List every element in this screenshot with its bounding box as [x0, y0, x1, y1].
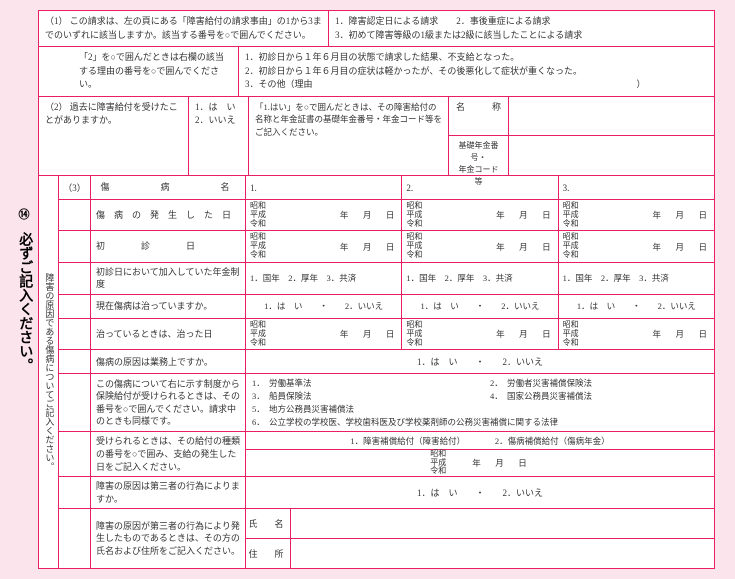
- r2-opt2: 2．初診日から１年６月目の症状は軽かったが、その後悪化して症状が重くなった。: [245, 65, 708, 79]
- tp-name-input[interactable]: [291, 509, 714, 538]
- q2-question: （2） 過去に障害給付を受けたことがありますか。: [39, 97, 189, 176]
- q2-name-block: 名 称 基礎年金番号・ 年金コード等: [449, 97, 714, 176]
- first-visit-row: 初 診 日 昭和 平成 令和年 月 日 昭和 平成 令和年 月 日 昭和 平成 …: [59, 231, 714, 262]
- third-party-answer[interactable]: 1．は い ・ 2．いいえ: [246, 477, 714, 508]
- q1-opt-line1: 1．障害認定日による請求 2．事後重症による請求: [335, 15, 708, 29]
- form-page: ⑭ 必ずご記入ください。 （1） この請求は、左の頁にある「障害給付の請求事由」…: [0, 0, 735, 579]
- q3-table: （3） 傷 病 名 1. 2. 3. 傷 病 の 発 生 し た 日: [59, 176, 714, 568]
- receive-date[interactable]: 昭和 平成 令和年 月 日: [246, 450, 714, 476]
- col-head-3[interactable]: 3.: [559, 176, 714, 199]
- ins-opt1: 1． 労働基準法: [252, 377, 470, 390]
- en-col2[interactable]: 1．国年 2．厚年 3．共済: [402, 263, 558, 294]
- q3-number: （3）: [59, 176, 91, 199]
- cured-date-row: 治っているときは、治った日 昭和 平成 令和年 月 日 昭和 平成 令和年 月 …: [59, 319, 714, 350]
- cured-q-label: 現在傷病は治っていますか。: [91, 295, 246, 318]
- section-number: ⑭: [19, 207, 30, 225]
- r2-label: 「2」を○で囲んだときは右欄の該当する理由の番号を○で囲んでください。: [39, 47, 239, 96]
- ins-opt4: 4． 国家公務員災害補償法: [490, 390, 708, 403]
- ins-opt5: 5． 地方公務員災害補償法: [252, 403, 470, 416]
- work-related-label: 傷病の原因は業務上ですか。: [91, 350, 246, 373]
- third-party-label: 障害の原因は第三者の行為によりますか。: [91, 477, 246, 508]
- form-area: （1） この請求は、左の頁にある「障害給付の請求事由」の1から3までのいずれに該…: [38, 10, 715, 569]
- insurance-label: この傷病について右に示す制度から保険給付が受けられるときは、その番号を○で囲んで…: [91, 374, 246, 431]
- q1-number: （1）: [45, 16, 68, 26]
- fv-col3[interactable]: 昭和 平成 令和年 月 日: [559, 231, 714, 261]
- third-party-detail-label: 障害の原因が第三者の行為により発生したものであるときは、その方の氏名および住所を…: [91, 509, 246, 568]
- q2-name-label: 名 称: [449, 97, 509, 135]
- disease-name-row: （3） 傷 病 名 1. 2. 3.: [59, 176, 714, 200]
- cq-col3[interactable]: 1．は い ・ 2．いいえ: [559, 295, 714, 318]
- q2-row: （2） 過去に障害給付を受けたことがありますか。 1．は い 2．いいえ 「1.…: [39, 97, 714, 177]
- q1-options[interactable]: 1．障害認定日による請求 2．事後重症による請求 3．初めて障害等級の1級または…: [329, 11, 714, 46]
- disease-name-label: 傷 病 名: [91, 176, 246, 199]
- tp-name-label: 氏 名: [246, 509, 291, 538]
- q2-opt2: 2．いいえ: [195, 114, 242, 128]
- work-related-answer[interactable]: 1．は い ・ 2．いいえ: [246, 350, 714, 373]
- q2-opt1: 1．は い: [195, 101, 242, 115]
- ins-opt6: 6． 公立学校の学校医、学校歯科医及び学校薬剤師の公務災害補償に関する法律: [252, 416, 708, 429]
- insurance-options[interactable]: 1． 労働基準法 3． 船員保険法 5． 地方公務員災害補償法 2． 労働者災害…: [246, 374, 714, 431]
- en-col1[interactable]: 1．国年 2．厚年 3．共済: [246, 263, 402, 294]
- r2-opt3: 3．その他（理由 ）: [245, 78, 708, 92]
- q2-instruction: 「1.はい」を○で囲んだときは、その障害給付の名称と年金証書の基礎年金番号・年金…: [249, 97, 449, 176]
- q2-code-label: 基礎年金番号・ 年金コード等: [449, 136, 509, 175]
- tp-addr-input[interactable]: [291, 539, 714, 568]
- enrolled-row: 初診日において加入していた年金制度 1．国年 2．厚年 3．共済 1．国年 2．…: [59, 263, 714, 295]
- r2-opt1: 1．初診日から１年６月目の状態で請求した結果、不支給となった。: [245, 51, 708, 65]
- ins-opt3: 3． 船員保険法: [252, 390, 470, 403]
- r2-options[interactable]: 1．初診日から１年６月目の状態で請求した結果、不支給となった。 2．初診日から１…: [239, 47, 714, 96]
- onset-col1[interactable]: 昭和 平成 令和年 月 日: [246, 200, 402, 230]
- fv-col1[interactable]: 昭和 平成 令和年 月 日: [246, 231, 402, 261]
- section-title-vertical: 必ずご記入ください。: [13, 232, 35, 372]
- q2-number: （2）: [45, 102, 68, 112]
- cured-q-row: 現在傷病は治っていますか。 1．は い ・ 2．いいえ 1．は い ・ 2．いい…: [59, 295, 714, 319]
- col-head-2[interactable]: 2.: [402, 176, 558, 199]
- onset-label: 傷 病 の 発 生 し た 日: [91, 200, 246, 230]
- fv-col2[interactable]: 昭和 平成 令和年 月 日: [402, 231, 558, 261]
- q2-options[interactable]: 1．は い 2．いいえ: [189, 97, 249, 176]
- cd-col1[interactable]: 昭和 平成 令和年 月 日: [246, 319, 402, 349]
- cured-date-label: 治っているときは、治った日: [91, 319, 246, 349]
- q3-side-label: 障害の原因である傷病についてご記入ください。: [39, 176, 59, 568]
- q1-row: （1） この請求は、左の頁にある「障害給付の請求事由」の1から3までのいずれに該…: [39, 11, 714, 47]
- receive-row: 受けられるときは、その給付の種類の番号を○で囲み、支給の発生した日をご記入くださ…: [59, 432, 714, 477]
- q1-text: この請求は、左の頁にある「障害給付の請求事由」の1から3までのいずれに該当します…: [45, 16, 322, 40]
- en-col3[interactable]: 1．国年 2．厚年 3．共済: [559, 263, 714, 294]
- r2-row: 「2」を○で囲んだときは右欄の該当する理由の番号を○で囲んでください。 1．初診…: [39, 47, 714, 97]
- onset-col2[interactable]: 昭和 平成 令和年 月 日: [402, 200, 558, 230]
- section-marker: ⑭ 必ずご記入ください。: [10, 10, 38, 569]
- receive-opts[interactable]: 1．障害補償給付（障害給付） 2．傷病補償給付（傷病年金）: [246, 432, 714, 449]
- q2-code-input[interactable]: [509, 136, 714, 175]
- onset-col3[interactable]: 昭和 平成 令和年 月 日: [559, 200, 714, 230]
- third-party-row: 障害の原因は第三者の行為によりますか。 1．は い ・ 2．いいえ: [59, 477, 714, 509]
- q1-question: （1） この請求は、左の頁にある「障害給付の請求事由」の1から3までのいずれに該…: [39, 11, 329, 46]
- enrolled-label: 初診日において加入していた年金制度: [91, 263, 246, 294]
- cd-col3[interactable]: 昭和 平成 令和年 月 日: [559, 319, 714, 349]
- onset-row: 傷 病 の 発 生 し た 日 昭和 平成 令和年 月 日 昭和 平成 令和年 …: [59, 200, 714, 231]
- cq-col1[interactable]: 1．は い ・ 2．いいえ: [246, 295, 402, 318]
- receive-label: 受けられるときは、その給付の種類の番号を○で囲み、支給の発生した日をご記入くださ…: [91, 432, 246, 476]
- third-party-detail-row: 障害の原因が第三者の行為により発生したものであるときは、その方の氏名および住所を…: [59, 509, 714, 568]
- work-related-row: 傷病の原因は業務上ですか。 1．は い ・ 2．いいえ: [59, 350, 714, 374]
- ins-opt2: 2． 労働者災害補償保険法: [490, 377, 708, 390]
- insurance-row: この傷病について右に示す制度から保険給付が受けられるときは、その番号を○で囲んで…: [59, 374, 714, 432]
- q1-opt-line2: 3．初めて障害等級の1級または2級に該当したことによる請求: [335, 29, 708, 43]
- cd-col2[interactable]: 昭和 平成 令和年 月 日: [402, 319, 558, 349]
- q3-block: 障害の原因である傷病についてご記入ください。 （3） 傷 病 名 1. 2. 3…: [39, 176, 714, 568]
- tp-addr-label: 住 所: [246, 539, 291, 568]
- cq-col2[interactable]: 1．は い ・ 2．いいえ: [402, 295, 558, 318]
- col-head-1[interactable]: 1.: [246, 176, 402, 199]
- main-wrapper: ⑭ 必ずご記入ください。 （1） この請求は、左の頁にある「障害給付の請求事由」…: [10, 10, 715, 569]
- q2-name-input[interactable]: [509, 97, 714, 135]
- first-visit-label: 初 診 日: [91, 231, 246, 261]
